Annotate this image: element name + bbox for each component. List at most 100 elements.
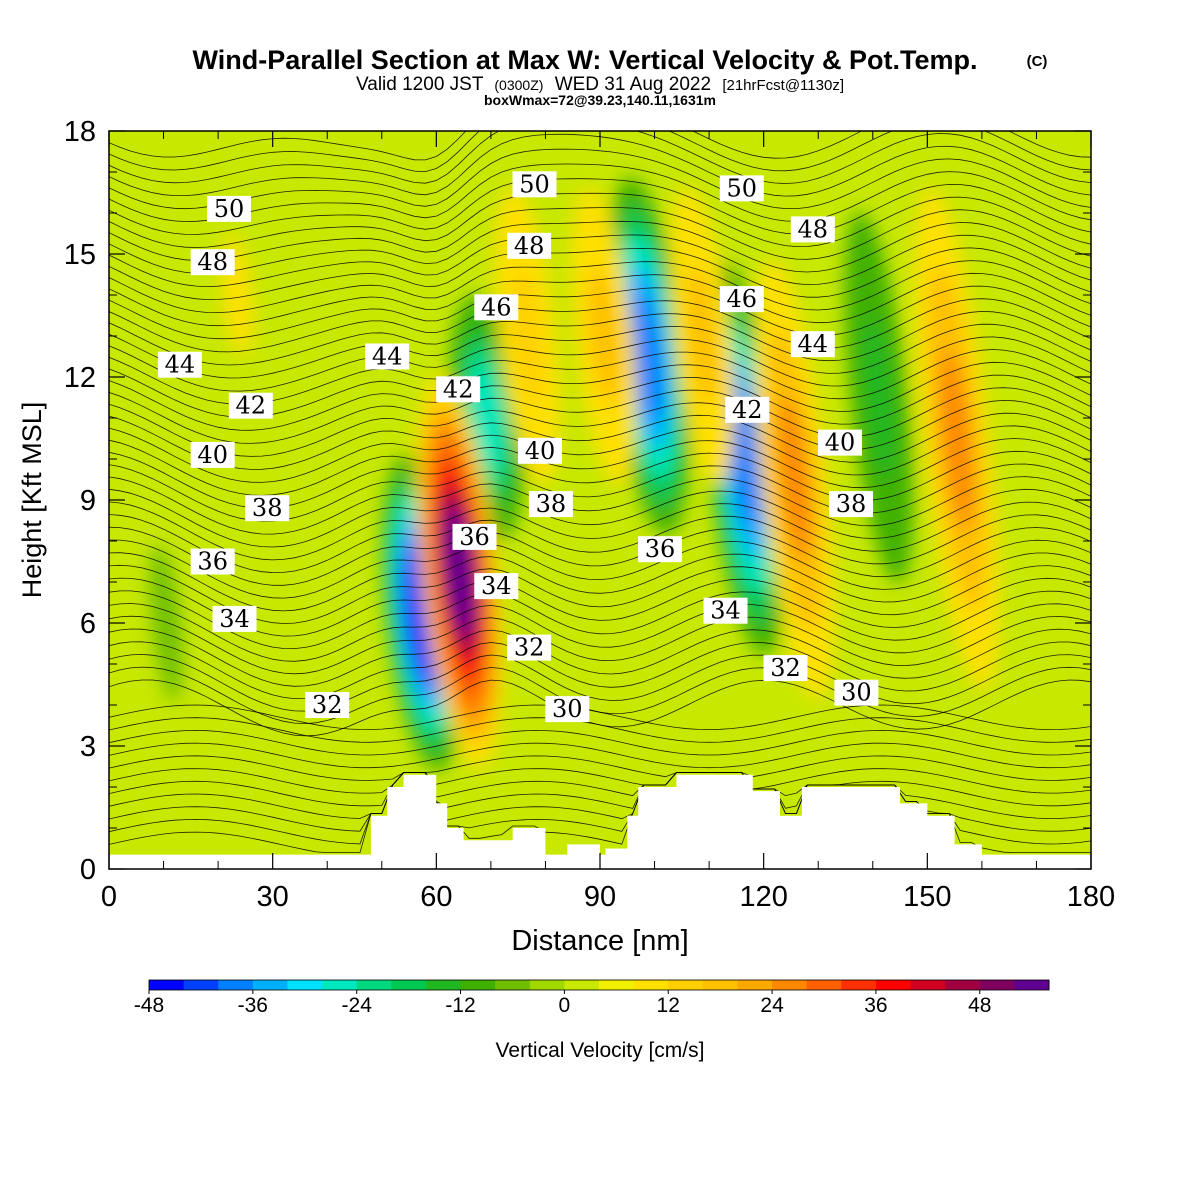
theta-contour-line bbox=[109, 220, 1091, 274]
valid-date: WED 31 Aug 2022 bbox=[555, 74, 711, 95]
y-tick-label: 12 bbox=[64, 362, 96, 394]
contour-label-text: 36 bbox=[459, 523, 490, 551]
theta-contour-line bbox=[109, 234, 1091, 288]
colorbar-swatch bbox=[252, 980, 288, 990]
updraft-5-level-2 bbox=[686, 266, 719, 406]
colorbar-swatch bbox=[564, 980, 600, 990]
colorbar-swatch bbox=[945, 980, 981, 990]
contour-label-7: 34 bbox=[212, 605, 257, 633]
colorbar-swatch bbox=[356, 980, 392, 990]
contour-label-text: 44 bbox=[372, 343, 403, 371]
colorbar-swatch bbox=[702, 980, 738, 990]
theta-contour-line bbox=[109, 178, 1091, 235]
x-tick-label: 120 bbox=[739, 881, 787, 913]
x-tick-label: 30 bbox=[257, 881, 289, 913]
contour-label-text: 32 bbox=[312, 691, 343, 719]
contour-label-text: 34 bbox=[219, 605, 250, 633]
contour-label-text: 48 bbox=[514, 232, 545, 260]
colorbar bbox=[148, 979, 1050, 994]
theta-contour-line bbox=[109, 488, 1091, 548]
contour-label-4: 40 bbox=[190, 441, 235, 469]
theta-contour-line bbox=[109, 514, 1091, 574]
colorbar-tick-label: -48 bbox=[134, 994, 164, 1017]
theta-contour-line bbox=[109, 641, 1091, 700]
contour-label-29: 40 bbox=[818, 429, 862, 457]
x-tick-label: 60 bbox=[420, 881, 452, 913]
colorbar-swatch bbox=[910, 980, 946, 990]
colorbar-swatch bbox=[425, 980, 462, 990]
contour-label-28: 42 bbox=[725, 396, 770, 424]
theta-contour-line bbox=[109, 131, 1091, 173]
colorbar-swatch bbox=[806, 980, 842, 990]
theta-contour-line bbox=[109, 192, 1091, 248]
colorbar-tick-labels: -48 -36 -24 -12 0 12 24 36 48 bbox=[134, 994, 992, 1017]
colorbar-swatch bbox=[529, 980, 565, 990]
contour-label-26: 46 bbox=[719, 285, 764, 313]
theta-contour-line bbox=[109, 590, 1091, 650]
contour-label-text: 30 bbox=[841, 679, 872, 707]
theta-contour-line bbox=[109, 666, 1091, 725]
valid-utc: (0300Z) bbox=[494, 77, 543, 93]
forecast-label: [21hrFcst@1130z] bbox=[722, 77, 844, 94]
contour-label-12: 48 bbox=[507, 232, 552, 260]
theta-contour-line bbox=[109, 742, 1091, 769]
colorbar-swatch bbox=[218, 980, 254, 990]
contour-label-text: 48 bbox=[197, 248, 228, 276]
colorbar-tick-label: 36 bbox=[864, 994, 887, 1017]
contour-label-10: 42 bbox=[436, 375, 481, 403]
theta-contour-line bbox=[109, 552, 1091, 612]
contour-label-text: 50 bbox=[214, 195, 245, 223]
theta-contour-line bbox=[109, 755, 1091, 781]
theta-contour-line bbox=[109, 374, 1091, 431]
y-tick-labels: 0 3 6 9 12 15 18 bbox=[64, 116, 96, 886]
terrain-mask bbox=[109, 774, 1091, 869]
theta-contour-line bbox=[109, 539, 1091, 599]
x-tick-label: 0 bbox=[101, 881, 117, 913]
contour-label-27: 44 bbox=[790, 330, 835, 358]
colorbar-tick-label: 0 bbox=[559, 994, 571, 1017]
x-axis-label: Distance [nm] bbox=[511, 925, 688, 957]
x-tick-label: 150 bbox=[903, 881, 951, 913]
axis-ticks bbox=[108, 130, 1092, 870]
contour-label-text: 50 bbox=[519, 170, 550, 198]
theta-contour-line bbox=[109, 285, 1091, 340]
theta-contour-line bbox=[109, 310, 1091, 366]
theta-contour-line bbox=[109, 564, 1091, 624]
contour-label-text: 46 bbox=[727, 285, 758, 313]
theta-contour-line bbox=[109, 163, 1091, 223]
theta-contour-line bbox=[109, 476, 1091, 535]
contour-label-18: 32 bbox=[507, 634, 552, 662]
contour-label-text: 30 bbox=[552, 695, 583, 723]
contour-label-text: 34 bbox=[710, 597, 741, 625]
colorbar-tick-label: 48 bbox=[968, 994, 991, 1017]
contour-label-text: 42 bbox=[732, 396, 763, 424]
colorbar-swatch bbox=[875, 980, 912, 990]
colorbar-swatch bbox=[737, 980, 773, 990]
contour-label-15: 38 bbox=[528, 490, 573, 518]
colorbar-swatch bbox=[599, 980, 635, 990]
theta-contour-line bbox=[109, 772, 1091, 819]
contour-label-text: 42 bbox=[236, 392, 267, 420]
contour-label-text: 50 bbox=[727, 174, 758, 202]
contour-label-text: 40 bbox=[525, 437, 556, 465]
theta-contour-line bbox=[109, 323, 1091, 379]
theta-contour-line bbox=[109, 399, 1091, 457]
contour-label-text: 40 bbox=[825, 429, 856, 457]
contour-label-16: 36 bbox=[452, 523, 497, 551]
plot-area: 50 48 44 42 40 38 36 34 32 44 42 46 48 50 40 38 36 34 32 30… bbox=[108, 130, 1092, 870]
chart-title: Wind-Parallel Section at Max W: Vertical… bbox=[193, 45, 978, 75]
theta-contour-line bbox=[109, 679, 1091, 737]
valid-time-line: Valid 1200 JST (0300Z) WED 31 Aug 2022 [… bbox=[356, 74, 844, 95]
downdraft-4-level-2 bbox=[862, 314, 896, 481]
theta-contour-line bbox=[109, 501, 1091, 561]
contour-label-text: 32 bbox=[514, 634, 545, 662]
theta-contour-line bbox=[109, 207, 1091, 261]
theta-contour-line bbox=[109, 772, 1091, 807]
contour-label-text: 36 bbox=[197, 548, 228, 576]
contour-label-text: 44 bbox=[165, 351, 196, 379]
colorbar-swatch bbox=[1014, 980, 1050, 990]
contour-label-text: 46 bbox=[481, 293, 512, 321]
contour-label-1: 48 bbox=[190, 248, 235, 276]
y-tick-label: 6 bbox=[80, 608, 96, 640]
